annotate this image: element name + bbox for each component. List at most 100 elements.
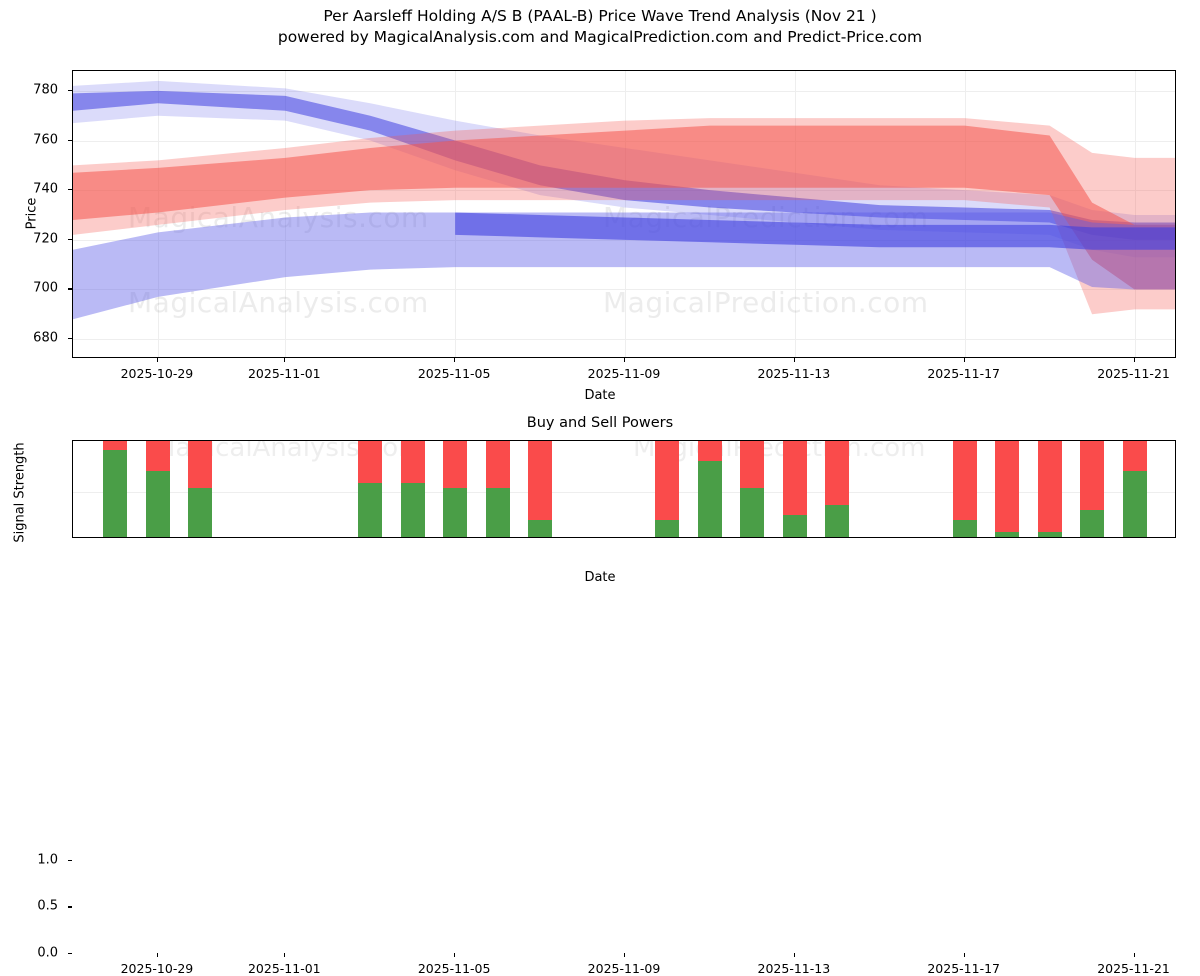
signal-bar (485, 441, 510, 537)
page-subtitle: powered by MagicalAnalysis.com and Magic… (277, 28, 923, 46)
sell-power-segment (485, 441, 510, 488)
buy-power-segment (655, 520, 680, 537)
buy-power-segment (103, 449, 128, 537)
price-x-tick-label: 2025-10-29 (120, 366, 194, 381)
buy-sell-x-tick-label: 2025-11-17 (927, 961, 1001, 976)
sell-power-segment (103, 441, 128, 450)
buy-sell-y-tick-label: 1.0 (37, 852, 58, 868)
signal-bar (400, 441, 425, 537)
sell-power-segment (825, 441, 850, 505)
signal-bar (145, 441, 170, 537)
buy-power-segment (358, 483, 383, 537)
buy-sell-x-tickmark (156, 953, 159, 957)
wave-band-upper-blue-band-inner (73, 90, 1175, 240)
price-y-tickmark (68, 238, 72, 240)
buy-sell-x-tick-label: 2025-11-09 (587, 961, 661, 976)
buy-power-segment (400, 483, 425, 537)
buy-sell-x-tickmark (284, 953, 286, 957)
buy-sell-title: Buy and Sell Powers (526, 415, 674, 431)
price-gridline-v (794, 71, 796, 357)
price-gridline-h (73, 339, 1175, 341)
buy-power-segment (528, 520, 553, 537)
buy-power-segment (1122, 471, 1147, 537)
buy-power-segment (485, 488, 510, 537)
price-y-tickmark (68, 139, 72, 141)
price-y-axis-title: Price (24, 197, 40, 230)
signal-bar (825, 441, 850, 537)
price-x-tick-label: 2025-11-05 (417, 366, 491, 381)
price-gridline-v (157, 71, 159, 357)
buy-sell-y-tickmark (68, 906, 72, 908)
signal-bar (528, 441, 553, 537)
signal-bar (1037, 441, 1062, 537)
price-x-tick-label: 2025-11-01 (247, 366, 321, 381)
buy-sell-x-tickmark (963, 953, 965, 957)
buy-sell-y-tickmark (68, 953, 72, 955)
price-x-tick-label: 2025-11-13 (757, 366, 831, 381)
wave-band-mid-blue-band (455, 212, 1175, 250)
buy-sell-x-tick-label: 2025-10-29 (120, 961, 194, 976)
price-y-tick-label: 700 (33, 280, 58, 296)
price-x-tick-label: 2025-11-21 (1097, 366, 1170, 381)
signal-bar (655, 441, 680, 537)
buy-sell-plot-area: MagicalAnalysis.com MagicalPrediction.com (72, 440, 1176, 538)
price-y-tickmark (68, 189, 72, 191)
buy-power-segment (782, 515, 807, 537)
price-gridline-h (73, 239, 1175, 241)
price-x-tickmark (284, 358, 286, 362)
price-gridline-v (285, 71, 287, 357)
wave-band-upper-red-band (73, 125, 1175, 290)
sell-power-segment (782, 441, 807, 516)
price-x-tickmark (793, 358, 796, 362)
buy-power-segment (188, 488, 213, 537)
signal-bar (103, 441, 128, 537)
sell-power-segment (1037, 441, 1062, 533)
buy-power-segment (952, 520, 977, 537)
price-x-tickmark (454, 358, 456, 362)
page-title: Per Aarsleff Holding A/S B (PAAL-B) Pric… (323, 7, 877, 25)
signal-bar (995, 441, 1020, 537)
signal-bar (188, 441, 213, 537)
buy-power-segment (1037, 532, 1062, 537)
sell-power-segment (443, 441, 468, 488)
price-x-tickmark (156, 358, 159, 362)
price-y-tickmark (68, 89, 72, 92)
buy-sell-x-tick-label: 2025-11-13 (757, 961, 831, 976)
buy-sell-gridline (73, 492, 1175, 494)
buy-power-segment (145, 471, 170, 537)
buy-power-segment (1080, 509, 1105, 537)
buy-sell-x-tickmark (1133, 953, 1135, 957)
buy-sell-x-tickmark (454, 953, 456, 957)
buy-power-segment (995, 532, 1020, 537)
sell-power-segment (952, 441, 977, 521)
price-y-tick-label: 760 (33, 132, 58, 148)
sell-power-segment (188, 441, 213, 488)
sell-power-segment (1122, 441, 1147, 472)
buy-sell-x-tick-label: 2025-11-21 (1097, 961, 1170, 976)
price-gridline-h (73, 289, 1175, 291)
signal-bar (740, 441, 765, 537)
sell-power-segment (697, 441, 722, 461)
price-x-tickmark (1133, 358, 1135, 362)
price-y-tick-label: 680 (33, 330, 58, 346)
buy-sell-x-axis-title: Date (584, 570, 616, 585)
price-x-tick-label: 2025-11-09 (587, 366, 661, 381)
buy-sell-x-tick-label: 2025-11-01 (247, 961, 321, 976)
sell-power-segment (655, 441, 680, 521)
signal-bar (782, 441, 807, 537)
signal-bar (358, 441, 383, 537)
buy-sell-x-tick-label: 2025-11-05 (417, 961, 491, 976)
price-y-tickmark (68, 288, 72, 290)
price-y-tick-label: 740 (33, 181, 58, 197)
price-x-tickmark (624, 358, 626, 362)
buy-power-segment (443, 488, 468, 537)
buy-power-segment (825, 504, 850, 537)
buy-sell-x-tickmark (624, 953, 626, 957)
buy-sell-powers-panel: Buy and Sell Powers MagicalAnalysis.com M… (0, 415, 1200, 976)
price-gridline-v (625, 71, 626, 357)
signal-bar (697, 441, 722, 537)
chart-page: Per Aarsleff Holding A/S B (PAAL-B) Pric… (0, 6, 1200, 976)
buy-sell-y-tickmark (68, 859, 72, 861)
price-y-tickmark (68, 338, 72, 340)
title-block: Per Aarsleff Holding A/S B (PAAL-B) Pric… (0, 6, 1200, 48)
